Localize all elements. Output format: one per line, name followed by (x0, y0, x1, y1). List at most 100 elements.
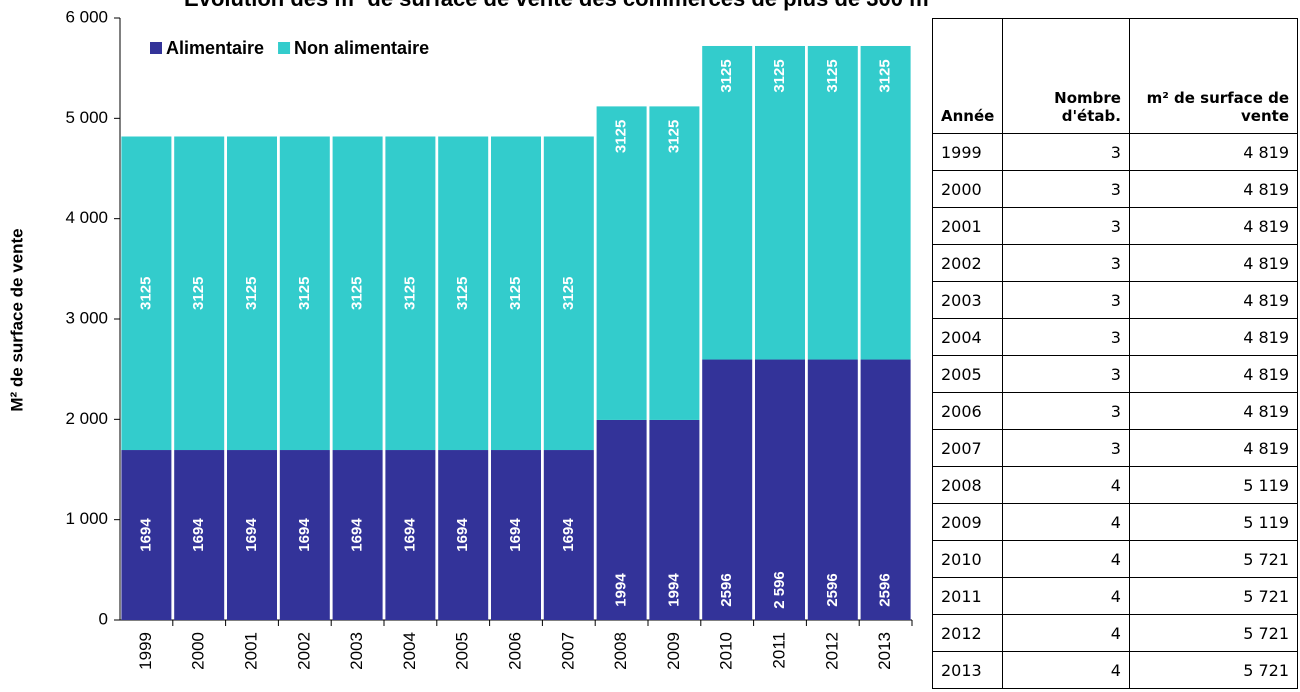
x-tick-label: 2004 (400, 632, 419, 670)
table-cell: 4 819 (1128, 133, 1299, 171)
bar-segment (596, 419, 647, 620)
table-cell: 5 721 (1128, 540, 1299, 578)
table-cell: 3 (1002, 133, 1130, 171)
table-cell: 4 (1002, 651, 1130, 689)
legend-label: Non alimentaire (294, 38, 429, 58)
bar-segment (755, 359, 805, 620)
x-tick-label: 2009 (664, 632, 683, 670)
data-label: 3125 (718, 59, 735, 92)
bar-segment (279, 136, 330, 451)
bar-segment (543, 136, 594, 451)
x-tick-label: 2008 (611, 632, 630, 670)
data-label: 1694 (243, 518, 260, 552)
table-cell: 2002 (931, 244, 1004, 282)
x-tick-label: 2012 (822, 632, 841, 670)
data-label: 3125 (824, 59, 841, 92)
y-tick-label: 6 000 (65, 7, 108, 26)
bar-segment (491, 450, 541, 620)
table-cell: 4 819 (1128, 429, 1299, 467)
bar-segment (121, 450, 172, 620)
header-cell: Année (931, 18, 1004, 134)
x-tick-label: 2011 (769, 632, 788, 669)
data-label: 1694 (349, 518, 366, 552)
data-label: 2596 (824, 573, 841, 606)
bar-segment (702, 45, 753, 360)
table-cell: 4 819 (1128, 318, 1299, 356)
table-cell: 2000 (931, 170, 1004, 208)
x-tick-label: 2007 (558, 632, 577, 670)
bar-segment (543, 450, 594, 620)
table-cell: 4 819 (1128, 281, 1299, 319)
x-tick-label: 2010 (717, 632, 736, 670)
bar-segment (702, 359, 753, 620)
data-label: 3125 (507, 277, 524, 310)
bar-segment (438, 450, 489, 620)
table-cell: 5 119 (1128, 466, 1299, 504)
y-tick-label: 4 000 (65, 208, 108, 227)
table-cell: 4 819 (1128, 355, 1299, 393)
table-cell: 4 (1002, 577, 1130, 615)
x-tick-label: 2013 (875, 632, 894, 670)
y-tick-label: 1 000 (65, 509, 108, 528)
table-cell: 3 (1002, 281, 1130, 319)
table-cell: 5 119 (1128, 503, 1299, 541)
data-label: 3125 (349, 277, 366, 310)
data-label: 3125 (665, 120, 682, 153)
table-cell: 2001 (931, 207, 1004, 245)
data-label: 1694 (560, 518, 577, 552)
chart-title: Evolution des m² de surface de vente des… (184, 0, 930, 11)
bar-segment (860, 359, 911, 620)
table-cell: 2003 (931, 281, 1004, 319)
header-cell: m² de surface de vente (1128, 18, 1299, 134)
y-tick-label: 3 000 (65, 308, 108, 327)
data-label: 3125 (137, 277, 154, 310)
data-label: 1994 (613, 573, 630, 607)
table-cell: 4 (1002, 503, 1130, 541)
bar-segment (174, 136, 225, 451)
table-cell: 2008 (931, 466, 1004, 504)
table-row: 2003 3 4 819 (931, 281, 1299, 319)
table-cell: 2004 (931, 318, 1004, 356)
bar-segment (332, 136, 383, 451)
data-label: 1694 (137, 518, 154, 552)
table-cell: 3 (1002, 318, 1130, 356)
data-table: Année Nombre d'étab. m² de surface de vent… (931, 18, 1299, 689)
data-label: 1694 (454, 518, 471, 552)
data-label: 3125 (454, 277, 471, 310)
bar-segment (807, 45, 858, 360)
x-tick-label: 2000 (189, 632, 208, 670)
table-cell: 2011 (931, 577, 1004, 615)
table-row: 2009 4 5 119 (931, 503, 1299, 541)
table-cell: 5 721 (1128, 577, 1299, 615)
x-tick-label: 2003 (347, 632, 366, 670)
table-cell: 2012 (931, 614, 1004, 652)
data-label: 2596 (877, 573, 894, 606)
table-row: 2010 4 5 721 (931, 540, 1299, 578)
table-cell: 4 819 (1128, 392, 1299, 430)
bar-segment (121, 136, 172, 451)
table-cell: 4 819 (1128, 170, 1299, 208)
bar-segment (596, 106, 647, 420)
data-label: 3125 (296, 277, 313, 310)
table-row: 2000 3 4 819 (931, 170, 1299, 208)
bar-segment (227, 136, 277, 451)
table-row: 2008 4 5 119 (931, 466, 1299, 504)
bar-segment (174, 450, 225, 620)
table-row: 2006 3 4 819 (931, 392, 1299, 430)
table-cell: 2009 (931, 503, 1004, 541)
x-tick-label: 2001 (241, 632, 260, 670)
table-row: 2002 3 4 819 (931, 244, 1299, 282)
bar-segment (649, 106, 700, 420)
bar-segment (860, 45, 911, 360)
table-cell: 4 (1002, 466, 1130, 504)
data-label: 1694 (507, 518, 524, 552)
table-cell: 3 (1002, 207, 1130, 245)
data-label: 1694 (296, 518, 313, 552)
table-cell: 5 721 (1128, 651, 1299, 689)
y-tick-label: 2 000 (65, 409, 108, 428)
table-row: 2001 3 4 819 (931, 207, 1299, 245)
bar-segment (438, 136, 489, 451)
bar-segment (227, 450, 277, 620)
table-cell: 3 (1002, 244, 1130, 282)
legend-swatch (278, 42, 291, 54)
